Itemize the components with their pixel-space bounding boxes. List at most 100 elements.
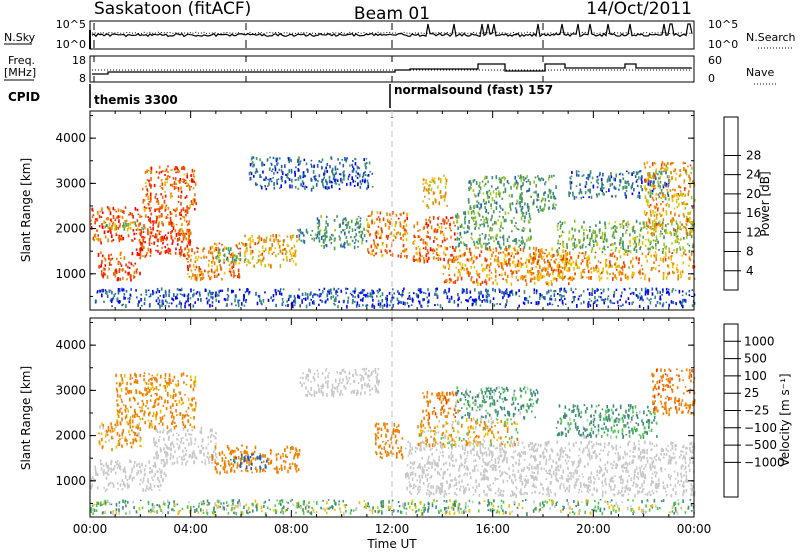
scatter-cell	[486, 242, 489, 246]
scatter-cell	[155, 193, 157, 196]
scatter-cell	[272, 294, 275, 298]
scatter-cell	[408, 292, 411, 294]
scatter-cell	[369, 233, 371, 236]
scatter-cell	[185, 461, 187, 466]
scatter-cell	[602, 241, 605, 243]
scatter-cell	[546, 291, 548, 295]
scatter-cell	[194, 182, 197, 187]
scatter-cell	[303, 158, 306, 162]
scatter-cell	[227, 295, 230, 298]
scatter-cell	[483, 298, 485, 301]
scatter-cell	[522, 263, 524, 266]
colorbar-tick-label: 16	[746, 206, 761, 220]
scatter-cell	[166, 249, 168, 253]
scatter-cell	[196, 250, 199, 253]
scatter-cell	[513, 255, 515, 259]
scatter-cell	[439, 180, 442, 184]
scatter-cell	[662, 258, 664, 262]
scatter-cell	[276, 171, 279, 174]
scatter-cell	[553, 195, 556, 198]
scatter-cell	[651, 162, 654, 167]
scatter-cell	[185, 452, 187, 457]
scatter-cell	[567, 267, 570, 270]
scatter-cell	[454, 258, 457, 262]
scatter-cell	[208, 289, 211, 294]
scatter-cell	[290, 170, 293, 174]
scatter-cell	[489, 226, 492, 230]
scatter-cell	[491, 214, 493, 219]
scatter-cell	[533, 292, 536, 294]
scatter-cell	[563, 266, 566, 271]
scatter-cell	[153, 475, 156, 478]
scatter-cell	[166, 458, 168, 461]
scatter-cell	[429, 220, 432, 224]
scatter-cell	[158, 422, 160, 425]
scatter-cell	[185, 194, 188, 199]
scatter-cell	[348, 230, 350, 234]
scatter-cell	[527, 205, 529, 209]
scatter-cell	[141, 481, 144, 484]
scatter-cell	[162, 478, 164, 483]
scatter-cell	[340, 231, 343, 234]
scatter-cell	[647, 238, 650, 241]
scatter-cell	[318, 239, 321, 243]
scatter-cell	[325, 179, 327, 183]
scatter-cell	[157, 471, 159, 473]
scatter-cell	[199, 269, 201, 274]
scatter-cell	[500, 221, 503, 226]
scatter-cell	[468, 188, 470, 192]
scatter-cell	[196, 274, 198, 277]
scatter-cell	[346, 224, 348, 228]
scatter-cell	[649, 204, 652, 207]
scatter-cell	[427, 190, 430, 193]
nsearch-tick-top: 10^5	[708, 18, 738, 31]
scatter-cell	[491, 185, 493, 188]
scatter-cell	[104, 221, 107, 224]
scatter-cell	[615, 277, 618, 281]
scatter-cell	[133, 237, 136, 240]
scatter-cell	[575, 185, 578, 187]
scatter-cell	[436, 254, 439, 256]
scatter-cell	[162, 223, 164, 227]
scatter-cell	[178, 229, 181, 232]
scatter-cell	[501, 273, 503, 277]
scatter-cell	[97, 234, 99, 237]
scatter-cell	[136, 463, 138, 467]
scatter-cell	[530, 277, 532, 280]
scatter-cell	[133, 464, 135, 469]
scatter-cell	[185, 220, 188, 223]
scatter-cell	[291, 247, 293, 250]
scatter-cell	[166, 431, 169, 435]
scatter-cell	[572, 192, 574, 197]
scatter-cell	[380, 250, 383, 253]
scatter-cell	[440, 230, 442, 235]
scatter-cell	[110, 300, 113, 304]
scatter-cell	[114, 218, 117, 222]
scatter-cell	[647, 231, 649, 234]
scatter-cell	[189, 437, 192, 441]
scatter-cell	[164, 208, 167, 211]
scatter-cell	[246, 263, 248, 267]
scatter-cell	[502, 238, 505, 242]
scatter-cell	[509, 205, 511, 209]
scatter-cell	[374, 252, 377, 255]
scatter-cell	[639, 269, 641, 273]
scatter-cell	[182, 442, 185, 445]
scatter-cell	[535, 265, 537, 269]
scatter-cell	[428, 184, 430, 187]
scatter-cell	[195, 276, 198, 280]
scatter-cell	[438, 244, 440, 248]
scatter-cell	[550, 280, 553, 283]
scatter-cell	[212, 457, 215, 460]
scatter-cell	[173, 375, 176, 379]
scatter-cell	[116, 297, 119, 301]
scatter-cell	[233, 274, 235, 279]
scatter-cell	[625, 229, 628, 231]
scatter-cell	[503, 178, 506, 181]
scatter-cell	[163, 199, 166, 204]
scatter-cell	[372, 290, 374, 294]
scatter-cell	[167, 214, 169, 216]
scatter-cell	[138, 228, 141, 231]
scatter-cell	[568, 230, 571, 235]
scatter-cell	[226, 256, 229, 260]
